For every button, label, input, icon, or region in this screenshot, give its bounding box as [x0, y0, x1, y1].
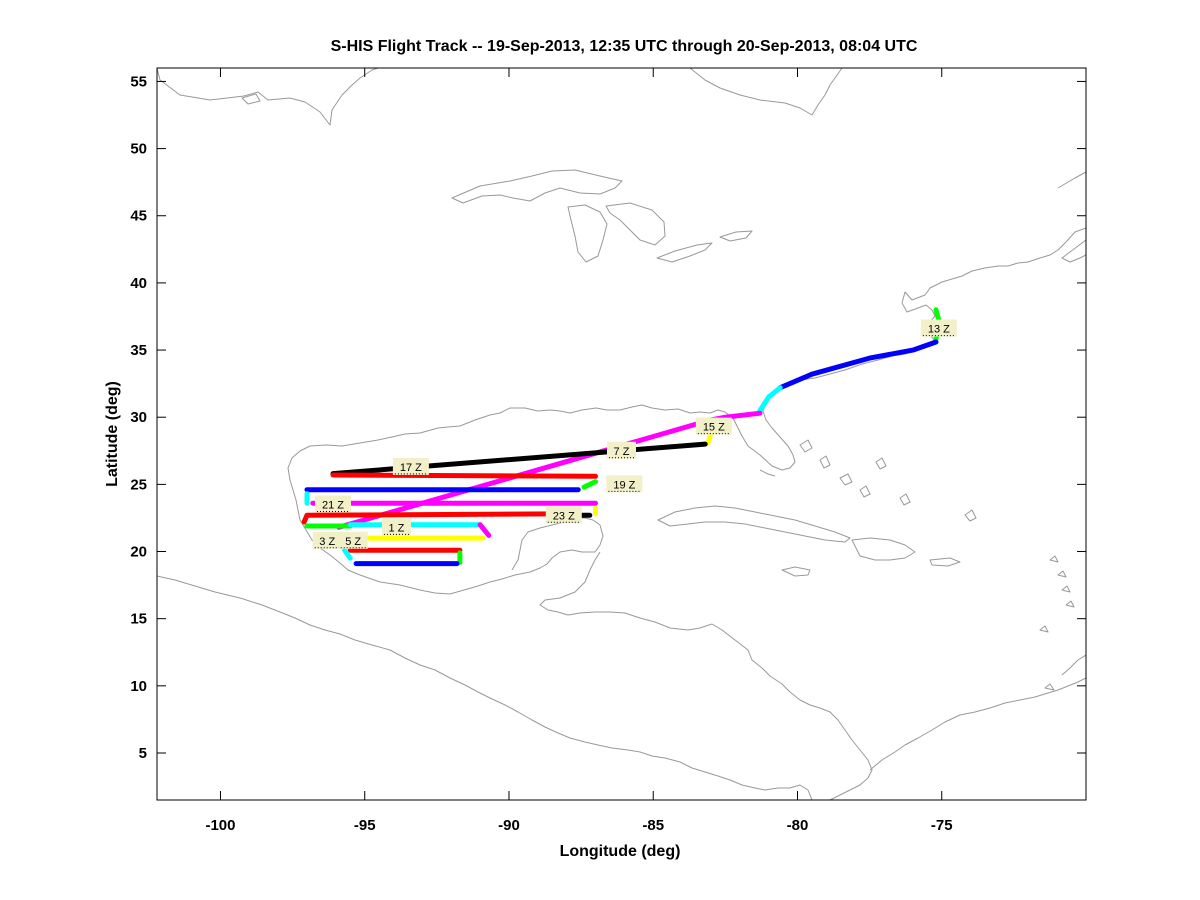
hour-label-text: 3 Z — [319, 536, 335, 548]
hudson-bay-east-outline — [689, 68, 843, 116]
plot-frame — [156, 67, 1087, 801]
hour-label: 5 Z — [338, 531, 368, 549]
y-axis-label: Latitude (deg) — [104, 381, 121, 487]
y-tick-label: 35 — [130, 342, 147, 359]
y-tick-label: 25 — [130, 476, 147, 493]
hour-label: 3 Z — [312, 531, 342, 549]
x-tick-label: -80 — [787, 817, 809, 834]
hour-label-text: 5 Z — [345, 536, 361, 548]
hour-label-box — [545, 506, 582, 524]
bahamas-outline — [799, 439, 977, 522]
lake-huron-outline — [605, 202, 666, 246]
x-axis-label: Longitude (deg) — [560, 843, 681, 860]
hour-label: 15 Z — [695, 417, 732, 435]
y-tick-label: 45 — [130, 208, 147, 225]
coastline-map — [157, 68, 1086, 800]
lake-erie-outline — [656, 242, 713, 263]
x-tick-label: -75 — [931, 817, 953, 834]
central-america-caribbean-outline — [711, 623, 873, 800]
cuba-outline — [657, 505, 851, 543]
y-tick-label: 30 — [130, 409, 147, 426]
hour-label-text: 7 Z — [614, 446, 630, 458]
hour-label: 21 Z — [314, 495, 351, 513]
hour-label-text: 17 Z — [400, 462, 422, 474]
hour-label-box — [314, 495, 351, 513]
hour-label-box — [338, 531, 368, 549]
lake-ontario-outline — [719, 230, 753, 242]
y-tick-label: 15 — [130, 611, 147, 628]
hour-label-box — [607, 441, 636, 459]
hour-label: 7 Z — [607, 441, 636, 459]
hour-label: 13 Z — [920, 319, 957, 337]
hour-label-box — [312, 531, 342, 549]
hour-label-text: 15 Z — [703, 422, 725, 434]
hour-label-box — [606, 475, 643, 493]
hour-label-text: 1 Z — [389, 522, 405, 534]
track-segment-cyan — [342, 547, 353, 561]
florida-keys-outline — [759, 469, 776, 477]
hour-label-box — [381, 518, 411, 536]
lake-michigan-outline — [567, 204, 608, 263]
flight-track — [301, 307, 942, 567]
x-tick-label: -100 — [205, 817, 235, 834]
y-tick-label: 40 — [130, 275, 147, 292]
x-tick-label: -90 — [498, 817, 520, 834]
yucatan-outline — [539, 551, 713, 631]
y-tick-label: 50 — [130, 141, 147, 158]
hour-label-text: 19 Z — [613, 479, 635, 491]
x-tick-label: -85 — [642, 817, 664, 834]
hour-label-text: 23 Z — [553, 510, 575, 522]
track-segment-cyan — [757, 385, 783, 413]
track-segment-blue — [777, 339, 939, 391]
hour-label-text: 21 Z — [322, 500, 344, 512]
hour-label: 1 Z — [381, 518, 411, 536]
hour-label-text: 13 Z — [928, 324, 950, 336]
island-outline — [241, 93, 261, 105]
track-segment-red — [301, 511, 555, 525]
lesser-antilles-outline — [1039, 555, 1075, 691]
y-tick-label: 10 — [130, 678, 147, 695]
south-america-outline — [869, 654, 1086, 771]
y-tick-label: 5 — [139, 745, 147, 762]
hudson-bay-outline — [157, 68, 379, 126]
hour-label-box — [392, 457, 429, 475]
chart-title: S-HIS Flight Track -- 19-Sep-2013, 12:35… — [331, 38, 918, 55]
jamaica-outline — [781, 566, 811, 577]
hour-label-box — [695, 417, 732, 435]
axes-ticks: -100 -95 -90 -85 -80 -75 5 10 15 20 25 30 35 40 45 50 55 — [130, 68, 1086, 834]
puerto-rico-outline — [929, 557, 961, 567]
hour-label: 23 Z — [545, 506, 582, 524]
track-segment-red — [330, 472, 598, 479]
hour-labels: 13 Z 15 Z 7 Z 17 Z 19 Z 21 Z 23 Z 1 Z 3 Z 5 Z — [312, 319, 957, 549]
track-segment-magenta — [477, 522, 492, 538]
hispaniola-outline — [851, 537, 916, 561]
y-tick-label: 55 — [130, 73, 147, 90]
track-segment-green — [581, 479, 598, 490]
lake-superior-outline — [451, 169, 623, 204]
y-tick-label: 20 — [130, 544, 147, 561]
us-east-coast-outline — [287, 171, 1086, 595]
hour-label-box — [920, 319, 957, 337]
x-tick-label: -95 — [354, 817, 376, 834]
hour-label: 17 Z — [392, 457, 429, 475]
nova-scotia-outline — [1061, 239, 1086, 263]
pacific-coast-outline — [157, 575, 813, 800]
hour-label: 19 Z — [606, 475, 643, 493]
track-segment-yellow — [705, 430, 714, 446]
